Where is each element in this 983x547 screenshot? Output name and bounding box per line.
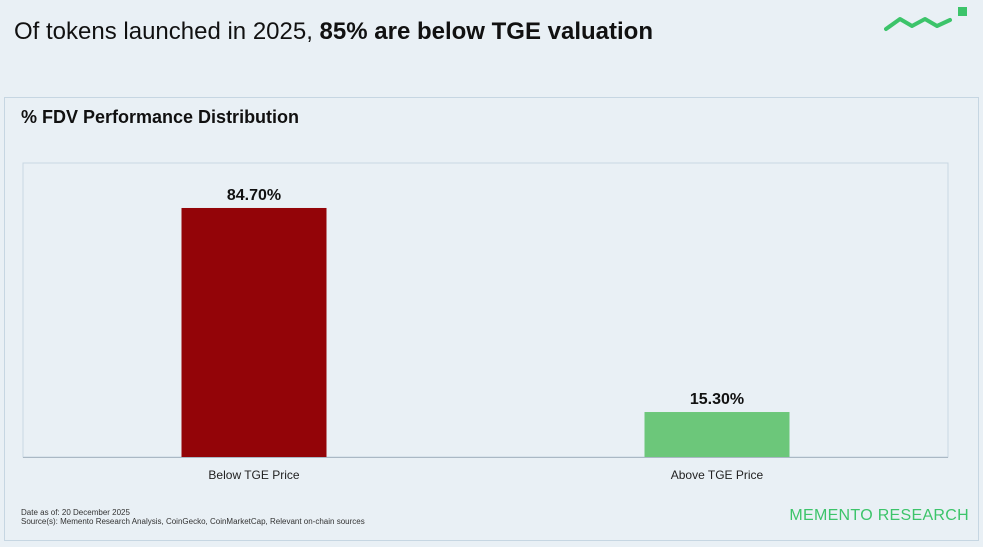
headline-emphasis: 85% are below TGE valuation [319, 18, 653, 45]
brand-wordmark: MEMENTO RESEARCH [789, 507, 969, 524]
category-label-below-tge-price: Below TGE Price [208, 468, 299, 482]
wave-line-icon [884, 7, 967, 31]
chart-panel [4, 97, 979, 541]
bar-below-tge-price [181, 207, 327, 457]
date-footnote: Date as of: 20 December 2025 [21, 508, 130, 517]
headline-prefix: Of tokens launched in 2025, [14, 18, 320, 45]
bar-above-tge-price [644, 412, 790, 457]
plot-area [22, 162, 949, 458]
category-label-above-tge-price: Above TGE Price [671, 468, 764, 482]
page-headline: Of tokens launched in 2025, 85% are belo… [14, 16, 653, 48]
data-label-below-tge-price: 84.70% [227, 187, 281, 204]
data-label-above-tge-price: 15.30% [690, 391, 744, 408]
source-footnote: Source(s): Memento Research Analysis, Co… [21, 517, 365, 526]
chart-title: % FDV Performance Distribution [21, 107, 300, 127]
